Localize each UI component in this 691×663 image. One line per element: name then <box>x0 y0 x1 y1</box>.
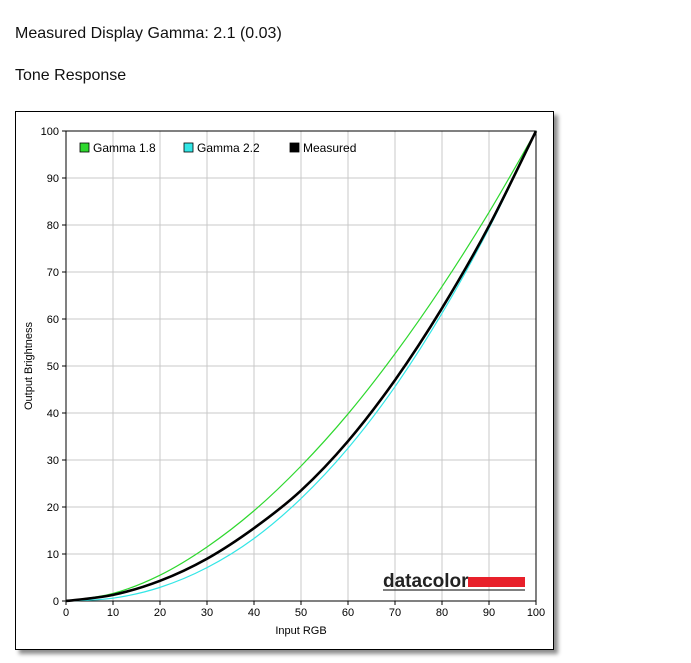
x-tick-label: 60 <box>342 607 354 619</box>
x-tick-label: 0 <box>63 607 69 619</box>
x-tick-label: 100 <box>527 607 545 619</box>
y-tick-label: 70 <box>47 267 59 279</box>
series-line-gamma-1-8 <box>65 130 537 602</box>
legend-label: Measured <box>303 141 356 155</box>
legend-swatch <box>289 142 300 153</box>
x-tick-label: 40 <box>248 607 260 619</box>
legend-swatch <box>183 142 194 153</box>
y-tick-label: 0 <box>53 596 59 608</box>
datacolor-logo: datacolor <box>383 571 525 592</box>
x-tick-label: 50 <box>295 607 307 619</box>
y-tick-label: 80 <box>47 220 59 232</box>
x-tick-label: 30 <box>201 607 213 619</box>
legend: Gamma 1.8 Gamma 2.2 Measured <box>79 141 356 155</box>
y-tick-label: 20 <box>47 502 59 514</box>
x-tick-label: 10 <box>107 607 119 619</box>
chart-svg: 0 10 20 30 40 50 60 70 80 90 100 0 10 20 30 40 50 60 70 80 9… <box>23 126 546 637</box>
logo-red-bar <box>468 577 525 587</box>
x-tick-label: 80 <box>436 607 448 619</box>
series-lines <box>65 130 538 603</box>
measured-gamma-heading: Measured Display Gamma: 2.1 (0.03) <box>15 25 282 42</box>
axis-ticks: 0 10 20 30 40 50 60 70 80 90 100 0 10 20 30 40 50 60 70 80 9… <box>41 126 546 619</box>
tone-response-chart: 0 10 20 30 40 50 60 70 80 90 100 0 10 20 30 40 50 60 70 80 9… <box>15 111 554 650</box>
y-tick-label: 40 <box>47 408 59 420</box>
y-tick-label: 10 <box>47 549 59 561</box>
y-tick-label: 100 <box>41 126 59 138</box>
y-tick-label: 50 <box>47 361 59 373</box>
legend-label: Gamma 1.8 <box>93 141 156 155</box>
y-axis-label: Output Brightness <box>23 321 35 410</box>
series-line-gamma-2-2 <box>65 130 537 602</box>
grid-lines <box>65 130 537 602</box>
logo-text: datacolor <box>383 571 469 592</box>
tone-response-heading: Tone Response <box>15 67 127 84</box>
series-line-measured <box>65 130 538 603</box>
x-axis-label: Input RGB <box>275 625 326 637</box>
x-tick-label: 90 <box>483 607 495 619</box>
legend-label: Gamma 2.2 <box>197 141 260 155</box>
y-tick-label: 90 <box>47 173 59 185</box>
x-tick-label: 70 <box>389 607 401 619</box>
y-tick-label: 30 <box>47 455 59 467</box>
legend-swatch <box>79 142 90 153</box>
y-tick-label: 60 <box>47 314 59 326</box>
x-tick-label: 20 <box>154 607 166 619</box>
